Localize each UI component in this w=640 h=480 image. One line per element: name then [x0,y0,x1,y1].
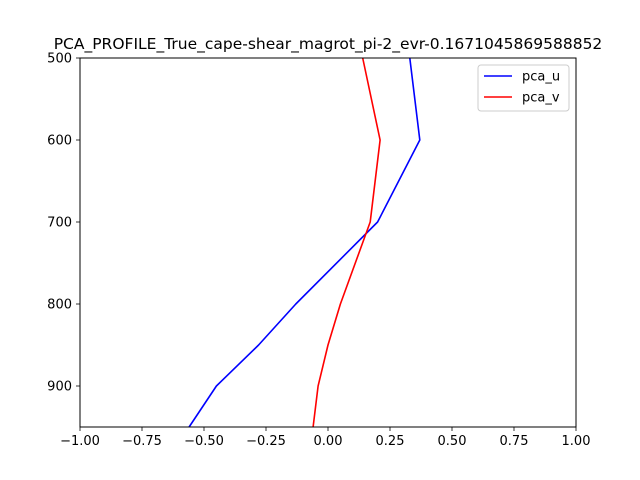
legend-label-pca_u: pca_u [522,70,560,85]
x-tick-label: 1.00 [562,434,591,449]
x-tick-label: −0.75 [122,434,162,449]
x-tick-label: −0.50 [184,434,224,449]
y-tick-label: 600 [47,134,72,149]
legend: pca_u pca_v [477,64,570,112]
x-tick-label: 0.25 [376,434,405,449]
x-tick-label: −0.25 [246,434,286,449]
chart-title: PCA_PROFILE_True_cape-shear_magrot_pi-2_… [54,35,603,54]
y-axis: 500 600 700 800 900 [47,52,80,395]
series-line-pca_u [188,57,421,428]
x-axis: −1.00 −0.75 −0.50 −0.25 0.00 0.25 0.50 0.75 1.00 [60,427,590,449]
series-line-pca_v [312,57,381,428]
x-tick-label: 0.00 [314,434,343,449]
plot-frame [79,57,577,428]
plot-lines [188,57,421,428]
x-tick-label: −1.00 [60,434,100,449]
legend-label-pca_v: pca_v [522,91,560,106]
x-tick-label: 0.50 [438,434,467,449]
y-tick-label: 800 [47,298,72,313]
y-tick-label: 900 [47,380,72,395]
y-tick-label: 700 [47,216,72,231]
x-tick-label: 0.75 [500,434,529,449]
y-tick-label: 500 [47,52,72,67]
